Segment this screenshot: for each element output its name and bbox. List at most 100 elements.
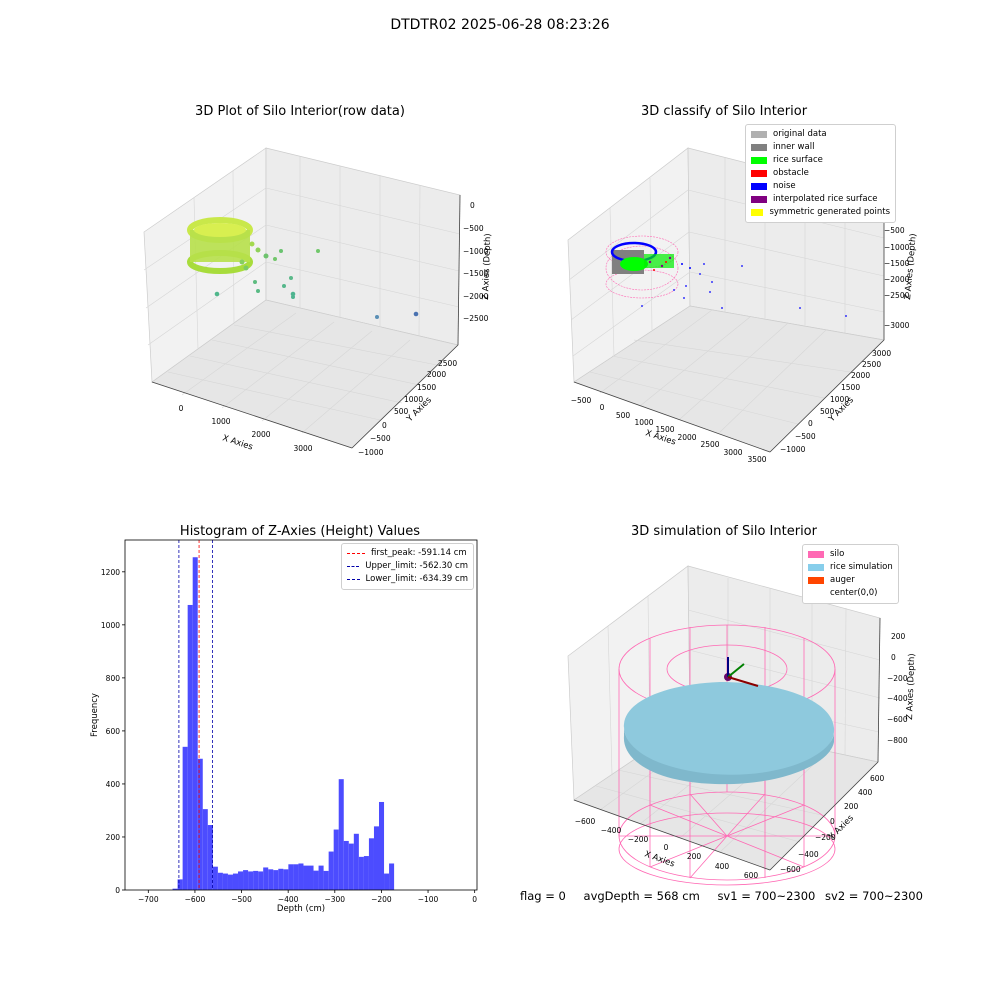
plot1-ytick: 1500 [417, 383, 436, 392]
histogram-bar [273, 870, 279, 890]
rice-simulation-surface [623, 682, 835, 785]
plot1-ytick: −1000 [358, 448, 384, 457]
histogram-bar [202, 809, 208, 890]
histogram-xlabel: Depth (cm) [277, 904, 325, 914]
plot4-ytick: 600 [870, 774, 885, 783]
plot3-title: Histogram of Z-Axies (Height) Values [179, 524, 421, 539]
plot1-ztick: 0 [470, 201, 475, 210]
legend-swatch [808, 590, 824, 597]
legend-item-first-peak: first_peak: -591.14 cm [347, 547, 468, 560]
status-line: flag = 0 avgDepth = 568 cm sv1 = 700~230… [520, 889, 937, 903]
histogram-bar [303, 865, 309, 890]
plot4-ztick: 0 [891, 653, 896, 662]
legend-item-symmetric-generated-points: symmetric generated points [751, 206, 890, 219]
plot1-zlabel: Z Axies (Depth) [481, 233, 493, 300]
histogram-bar [232, 873, 239, 890]
histogram-frame [124, 539, 478, 891]
plot1-point-cloud [187, 217, 419, 319]
legend-item-interpolated-rice-surface: interpolated rice surface [751, 193, 890, 206]
legend-item-noise: noise [751, 180, 890, 193]
plot2-ytick: 2000 [851, 371, 870, 380]
plot2-point-cloud [605, 235, 847, 317]
histogram-bar [187, 604, 193, 890]
histogram-xtick-label: −300 [324, 895, 345, 904]
histogram-bar [373, 826, 379, 890]
legend-swatch [808, 551, 824, 558]
histogram-bar [323, 870, 329, 890]
histogram-bar [328, 851, 334, 890]
plot1-ztick: −1000 [463, 247, 489, 256]
plot2-ytick: 3000 [872, 349, 891, 358]
plot1-ytick: 0 [382, 421, 387, 430]
legend-label: rice surface [773, 155, 823, 165]
histogram-legend: first_peak: -591.14 cm Upper_limit: -562… [341, 543, 474, 590]
histogram-xtick-label: −100 [418, 895, 439, 904]
plot4-ztick: −600 [887, 715, 908, 724]
plot4-ztick: −800 [887, 736, 908, 745]
plot4-xtick: 200 [687, 852, 702, 861]
histogram-ytick-label: 800 [106, 674, 121, 683]
legend-item-inner-wall: inner wall [751, 141, 890, 154]
histogram-bar [248, 871, 254, 890]
plot4-ztick: 200 [891, 632, 906, 641]
legend-swatch [751, 170, 767, 177]
plot2-xtick: 2500 [700, 440, 719, 449]
sv1-text: sv1 = 700~2300 [717, 889, 816, 903]
histogram-bar [207, 825, 213, 890]
legend-swatch [751, 196, 767, 203]
plot1-ytick: 1000 [404, 395, 423, 404]
histogram-bar [358, 856, 364, 890]
legend-swatch [751, 209, 764, 216]
plot1-ytick: −500 [370, 434, 391, 443]
histogram-bar [243, 870, 249, 890]
legend-label: silo [830, 549, 845, 559]
legend-swatch [751, 144, 767, 151]
histogram-bar [313, 870, 319, 890]
plot1-title: 3D Plot of Silo Interior(row data) [195, 104, 405, 119]
histogram-bar [263, 867, 269, 890]
plot2-ztick: −1000 [884, 243, 910, 252]
plot4-ytick: −600 [780, 865, 801, 874]
legend-label: inner wall [773, 142, 815, 152]
legend-line-red [347, 553, 365, 554]
plot4-xtick: −400 [601, 826, 622, 835]
histogram-ytick-label: 1000 [101, 621, 120, 630]
histogram-ytick-label: 0 [115, 886, 120, 895]
histogram-x-ticks: −700 −600 −500 −400 −300 −200 −100 0 [138, 890, 477, 904]
plot2-ztick: −1500 [884, 259, 910, 268]
histogram-bar [293, 864, 299, 890]
auger-marker [724, 657, 759, 687]
plot1-xtick: 0 [179, 404, 184, 413]
histogram-ytick-label: 1200 [101, 568, 120, 577]
plot1-ztick: −2500 [463, 314, 489, 323]
legend-item-silo: silo [808, 548, 893, 561]
plot4-title: 3D simulation of Silo Interior [631, 524, 817, 539]
plot2-ztick: −2000 [884, 275, 910, 284]
plot2-ytick: 1500 [841, 383, 860, 392]
plot2-xtick: 3000 [723, 448, 742, 457]
plot2-ytick: 500 [820, 407, 835, 416]
plot4-ytick: 400 [858, 788, 873, 797]
histogram-bar [172, 888, 178, 890]
histogram-bar [368, 838, 374, 890]
histogram-bar [308, 865, 314, 890]
plot4-xtick: −200 [628, 835, 649, 844]
histogram-bar [353, 833, 359, 890]
histogram-ytick-label: 400 [106, 780, 121, 789]
histogram-xtick-label: −500 [231, 895, 252, 904]
legend-swatch [808, 577, 824, 584]
histogram-bars [172, 557, 395, 890]
histogram-bar [363, 856, 369, 890]
histogram-bar [268, 869, 274, 890]
histogram-bar [217, 872, 223, 890]
legend-line-blue [347, 566, 360, 567]
histogram-bar [238, 871, 244, 890]
legend-item-auger: auger [808, 574, 893, 587]
plot2-xtick: 500 [616, 411, 631, 420]
plot1-ytick: 2000 [427, 370, 446, 379]
histogram-bar [318, 865, 324, 890]
avg-depth-text: avgDepth = 568 cm [583, 889, 700, 903]
